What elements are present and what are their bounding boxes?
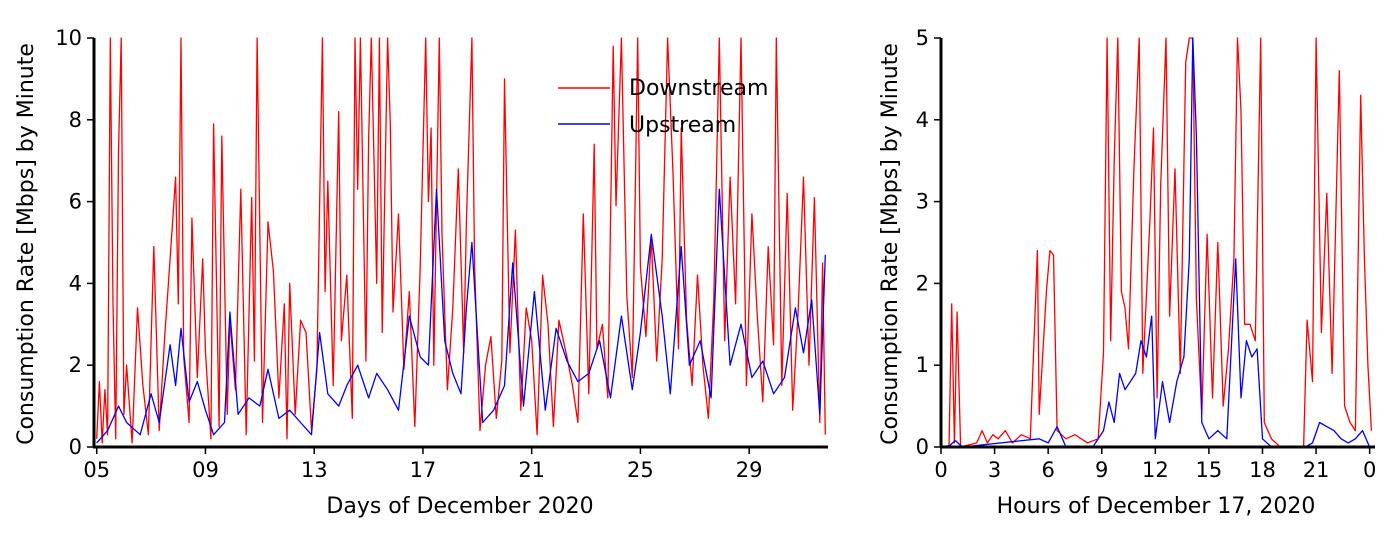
x-tick-label: 21 — [1303, 458, 1330, 482]
x-tick-label: 0 — [934, 458, 947, 482]
x-tick-label: 25 — [627, 458, 654, 482]
x-tick-label: 3 — [988, 458, 1001, 482]
series-line-downstream — [96, 37, 826, 444]
x-tick-label: 18 — [1249, 458, 1276, 482]
x-tick-label: 17 — [410, 458, 437, 482]
plot-area-right — [940, 37, 1373, 448]
y-tick-label: 3 — [916, 190, 929, 214]
y-tick-label: 10 — [55, 26, 82, 50]
x-axis-label: Days of December 2020 — [326, 494, 593, 519]
y-ticks-left: 0 2 4 6 8 10 — [55, 26, 94, 459]
x-tick-label: 12 — [1142, 458, 1169, 482]
x-tick-label: 09 — [192, 458, 219, 482]
plot-area-left — [96, 37, 826, 444]
series-line-downstream — [941, 37, 1373, 448]
chart-left: 05 09 13 17 21 25 29 0 2 4 6 8 10 Days of December … — [14, 26, 828, 519]
x-tick-label: 13 — [301, 458, 328, 482]
x-tick-label: 05 — [83, 458, 110, 482]
legend: Downstream Upstream — [558, 76, 768, 138]
y-tick-label: 0 — [69, 435, 82, 459]
series-line-upstream — [96, 188, 826, 444]
y-ticks-right: 0 1 2 3 4 5 — [916, 26, 941, 459]
y-tick-label: 2 — [69, 353, 82, 377]
x-tick-label: 29 — [736, 458, 763, 482]
x-tick-label: 9 — [1095, 458, 1108, 482]
y-tick-label: 5 — [916, 26, 929, 50]
x-ticks-right: 0 3 6 9 12 15 18 21 0 — [934, 447, 1376, 482]
x-tick-label: 6 — [1041, 458, 1054, 482]
y-tick-label: 2 — [916, 271, 929, 295]
y-tick-label: 0 — [916, 435, 929, 459]
y-tick-label: 8 — [69, 108, 82, 132]
y-axis-label: Consumption Rate [Mbps] by Minute — [14, 43, 39, 445]
x-tick-label: 0 — [1363, 458, 1376, 482]
legend-upstream-label: Upstream — [629, 113, 736, 138]
x-ticks-left: 05 09 13 17 21 25 29 — [83, 447, 763, 482]
y-tick-label: 4 — [916, 108, 929, 132]
y-tick-label: 6 — [69, 190, 82, 214]
x-tick-label: 21 — [518, 458, 545, 482]
legend-downstream-label: Downstream — [629, 76, 768, 101]
x-tick-label: 15 — [1196, 458, 1223, 482]
y-axis-label: Consumption Rate [Mbps] by Minute — [878, 43, 903, 445]
x-axis-label: Hours of December 17, 2020 — [997, 494, 1316, 519]
y-tick-label: 4 — [69, 271, 82, 295]
y-tick-label: 1 — [916, 353, 929, 377]
